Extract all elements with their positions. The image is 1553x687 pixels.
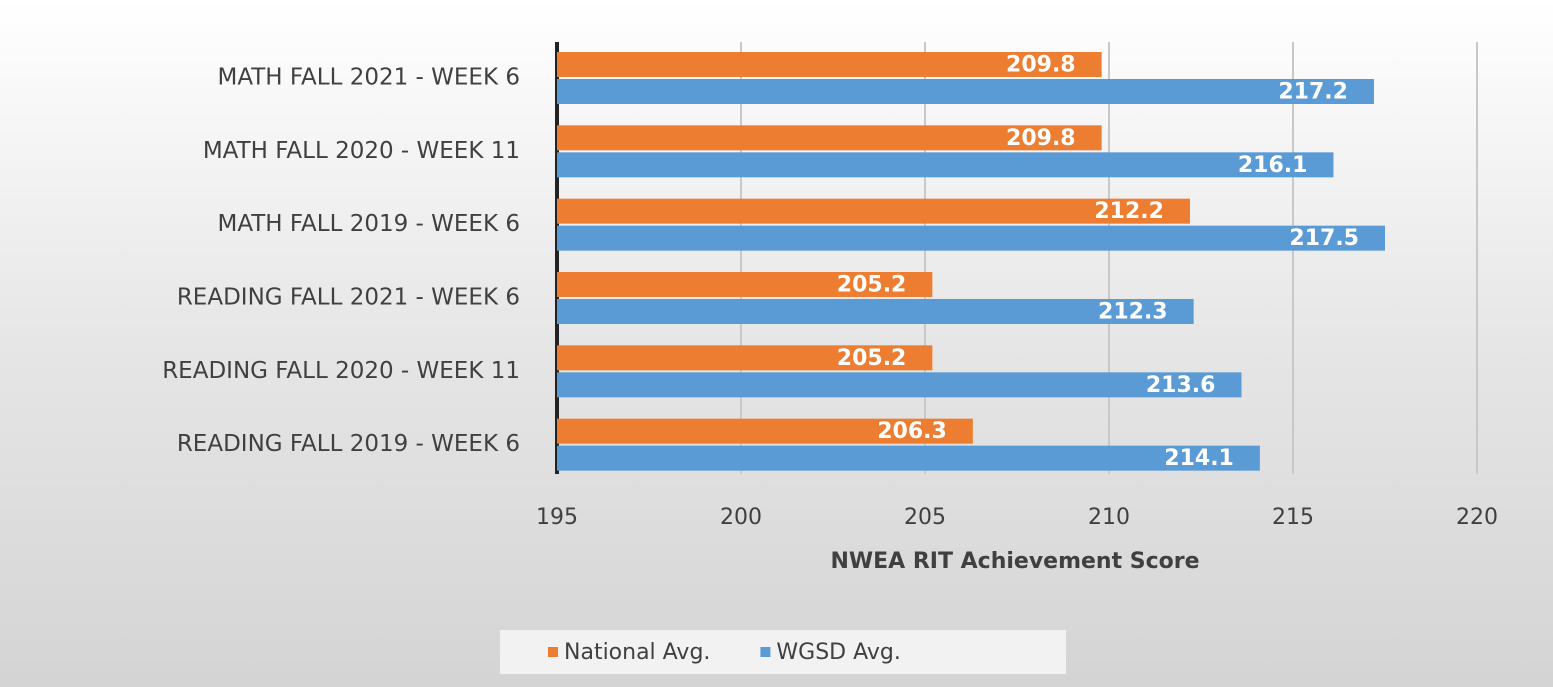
legend-label: National Avg. (564, 640, 710, 665)
x-tick-label: 215 (1272, 505, 1314, 530)
data-label: 209.8 (1006, 126, 1076, 151)
data-label: 217.2 (1278, 80, 1348, 105)
data-label: 217.5 (1289, 226, 1359, 251)
bar (557, 125, 1102, 151)
data-label: 213.6 (1146, 373, 1216, 398)
y-tick-label: MATH FALL 2021 - WEEK 6 (217, 65, 520, 91)
x-tick-label: 210 (1088, 505, 1130, 530)
y-tick-label: READING FALL 2020 - WEEK 11 (162, 358, 520, 384)
data-label: 206.3 (877, 419, 947, 444)
data-label: 214.1 (1164, 446, 1234, 471)
legend-swatch (548, 647, 558, 657)
data-label: 212.3 (1098, 300, 1168, 325)
bar (557, 79, 1374, 104)
bar (557, 52, 1102, 77)
x-axis-title: NWEA RIT Achievement Score (830, 549, 1199, 574)
data-label: 205.2 (837, 346, 907, 371)
y-tick-label: MATH FALL 2020 - WEEK 11 (203, 138, 520, 164)
legend-box (500, 630, 1066, 674)
bar (557, 445, 1260, 471)
bar (557, 372, 1242, 398)
data-label: 209.8 (1006, 53, 1076, 78)
bar (557, 198, 1190, 224)
bar (557, 345, 933, 371)
x-tick-label: 220 (1456, 505, 1498, 530)
data-label: 205.2 (837, 273, 907, 298)
bar (557, 299, 1194, 324)
y-tick-label: MATH FALL 2019 - WEEK 6 (217, 211, 520, 237)
x-tick-label: 195 (536, 505, 578, 530)
x-tick-label: 200 (720, 505, 762, 530)
bar (557, 418, 973, 444)
y-tick-label: READING FALL 2021 - WEEK 6 (177, 285, 520, 311)
data-label: 216.1 (1238, 153, 1308, 178)
data-label: 212.2 (1094, 199, 1164, 224)
legend-label: WGSD Avg. (776, 640, 900, 665)
y-tick-label: READING FALL 2019 - WEEK 6 (177, 431, 520, 457)
bar (557, 225, 1385, 251)
x-tick-label: 205 (904, 505, 946, 530)
bar (557, 272, 933, 297)
legend-swatch (760, 647, 771, 657)
bar (557, 152, 1334, 178)
